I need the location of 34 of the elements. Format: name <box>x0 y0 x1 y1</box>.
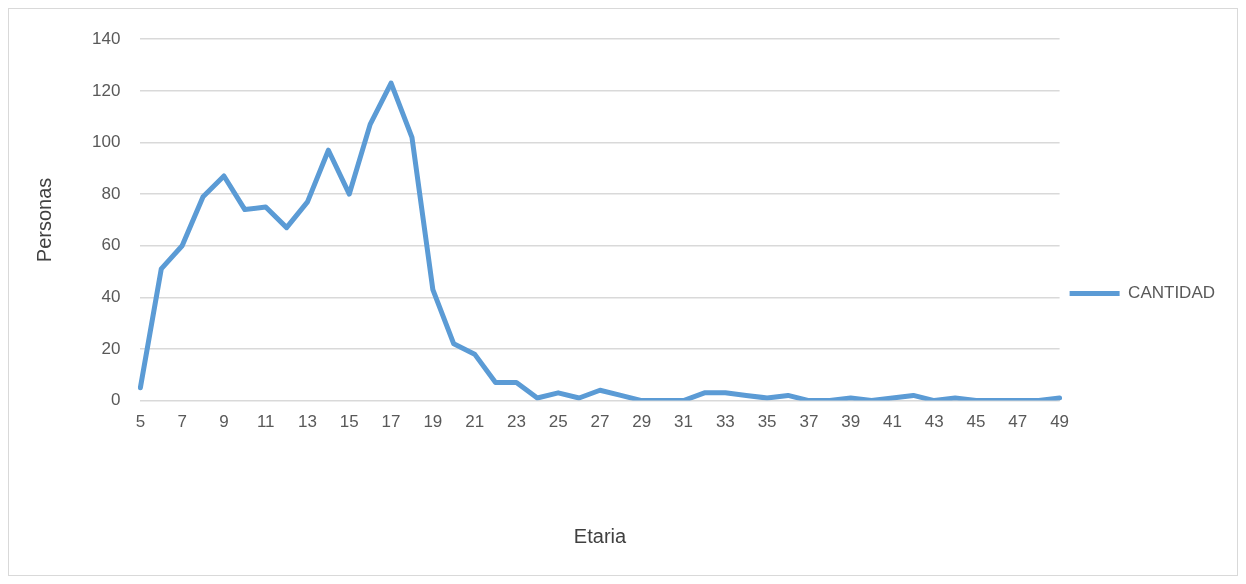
y-tick-label: 100 <box>91 132 121 152</box>
y-tick-label: 20 <box>101 338 121 358</box>
x-tick-label: 15 <box>339 412 359 432</box>
x-tick-label: 39 <box>841 412 861 432</box>
x-tick-label: 33 <box>715 412 735 432</box>
x-tick-label: 23 <box>506 412 526 432</box>
x-tick-label: 13 <box>298 412 317 432</box>
x-tick-label: 31 <box>674 412 694 432</box>
y-tick-label: 40 <box>101 287 121 307</box>
x-tick-label: 5 <box>135 412 146 432</box>
y-tick-label: 60 <box>101 235 121 255</box>
y-axis-title: Personas <box>32 177 55 263</box>
x-tick-label: 11 <box>256 412 275 432</box>
y-tick-label: 120 <box>91 80 121 100</box>
x-tick-label: 35 <box>757 412 777 432</box>
y-tick-label: 140 <box>91 28 121 48</box>
x-tick-label: 47 <box>1008 412 1028 432</box>
legend-label: CANTIDAD <box>1128 283 1216 303</box>
x-tick-label: 25 <box>548 412 568 432</box>
y-tick-label: 0 <box>110 390 121 410</box>
x-tick-label: 27 <box>590 412 610 432</box>
x-tick-label: 43 <box>924 412 944 432</box>
x-axis-title: Etaria <box>573 524 627 547</box>
x-tick-label: 7 <box>177 412 187 432</box>
x-tick-label: 19 <box>423 412 443 432</box>
x-tick-label: 17 <box>381 412 401 432</box>
x-tick-label: 49 <box>1050 412 1070 432</box>
x-tick-label: 41 <box>883 412 902 432</box>
y-tick-label: 80 <box>101 183 121 203</box>
x-tick-label: 37 <box>799 412 819 432</box>
x-tick-label: 29 <box>632 412 652 432</box>
x-tick-label: 45 <box>966 412 986 432</box>
x-tick-label: 9 <box>219 412 229 432</box>
x-tick-label: 21 <box>465 412 485 432</box>
